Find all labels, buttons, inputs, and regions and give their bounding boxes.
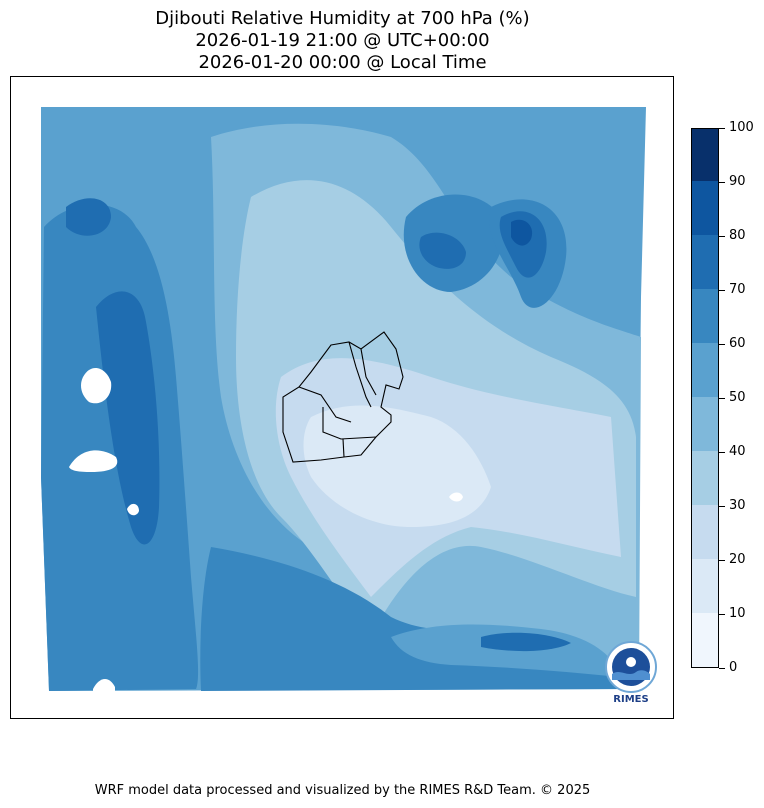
contour-ne-70b (419, 232, 466, 269)
contour-south-70 (481, 632, 571, 652)
colorbar-tick (719, 668, 725, 669)
colorbar-tick-label: 0 (729, 660, 738, 675)
colorbar-tick (719, 128, 725, 129)
rimes-logo-icon: RIMES (600, 640, 662, 708)
colorbar-tick (719, 560, 725, 561)
colorbar-tick-label: 40 (729, 444, 746, 459)
map-panel (10, 76, 674, 719)
djibouti-boundaries (282, 331, 404, 463)
colorbar-tick (719, 290, 725, 291)
colorbar-tick-label: 100 (729, 120, 754, 135)
data-gap-4 (93, 678, 115, 691)
colorbar-segment (692, 612, 718, 667)
colorbar-tick-label: 90 (729, 174, 746, 189)
region-boundary-2 (298, 386, 352, 423)
logo-text: RIMES (613, 694, 649, 705)
colorbar-tick-label: 70 (729, 282, 746, 297)
colorbar-tick (719, 236, 725, 237)
colorbar-tick-label: 50 (729, 390, 746, 405)
map-subtitle-utc: 2026-01-19 21:00 @ UTC+00:00 (195, 30, 490, 51)
contour-west-70 (96, 291, 160, 545)
map-subtitle-local: 2026-01-20 00:00 @ Local Time (198, 52, 487, 73)
colorbar-segment (692, 504, 718, 559)
humidity-map (41, 107, 646, 691)
data-gap-1 (81, 367, 112, 404)
colorbar-segment (692, 342, 718, 397)
colorbar (691, 128, 719, 668)
colorbar-segment (692, 180, 718, 235)
colorbar-tick-label: 20 (729, 552, 746, 567)
contour-south-50 (391, 624, 619, 677)
djibouti-outline (282, 331, 404, 463)
footer-credit: WRF model data processed and visualized … (94, 783, 591, 798)
colorbar-segment (692, 288, 718, 343)
colorbar-tick (719, 398, 725, 399)
region-boundary-1 (348, 341, 372, 408)
colorbar-tick (719, 506, 725, 507)
colorbar-tick (719, 344, 725, 345)
colorbar-tick (719, 614, 725, 615)
colorbar-tick-label: 10 (729, 606, 746, 621)
region-boundary-5 (360, 348, 377, 396)
colorbar-segment (692, 234, 718, 289)
colorbar-segment (692, 558, 718, 613)
colorbar-tick (719, 452, 725, 453)
region-boundary-3 (322, 407, 377, 440)
colorbar-segment (692, 396, 718, 451)
data-gap-5 (449, 492, 463, 502)
region-boundary-4 (342, 438, 345, 458)
colorbar-tick-label: 30 (729, 498, 746, 513)
contour-center-10 (303, 405, 491, 527)
map-title: Djibouti Relative Humidity at 700 hPa (%… (155, 8, 530, 29)
colorbar-segment (692, 450, 718, 505)
colorbar-tick (719, 182, 725, 183)
colorbar-tick-label: 60 (729, 336, 746, 351)
data-gap-2 (69, 450, 118, 472)
contour-ne-80 (511, 219, 533, 246)
colorbar-tick-label: 80 (729, 228, 746, 243)
colorbar-segment (692, 129, 718, 181)
contour-west-70b (66, 198, 111, 236)
data-gap-3 (127, 503, 139, 516)
